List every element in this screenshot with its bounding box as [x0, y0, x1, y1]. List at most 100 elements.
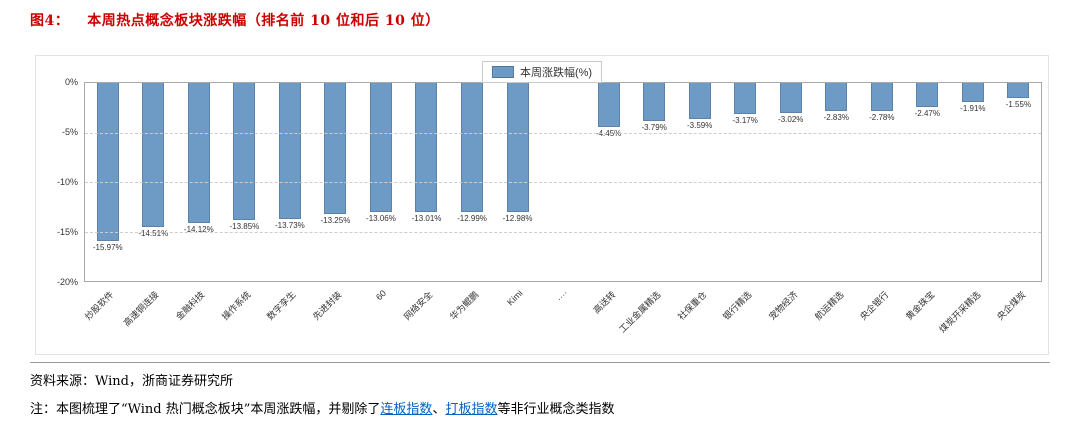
- x-category-label: 黄金珠宝: [903, 289, 937, 322]
- bar: [734, 83, 757, 115]
- bar: [870, 83, 893, 111]
- gridline: [85, 132, 1041, 134]
- bar-slot: -14.51%: [131, 83, 177, 281]
- bar-slot: -14.12%: [176, 83, 222, 281]
- bar-slot: -3.02%: [768, 83, 814, 281]
- bar: [961, 83, 984, 102]
- figure-title: 本周热点概念板块涨跌幅（排名前 10 位和后 10 位）: [87, 13, 440, 29]
- x-category-label: 航运精选: [812, 289, 846, 322]
- note-text-suffix: 等非行业概念类指数: [497, 402, 615, 417]
- y-tick-label: -15%: [56, 227, 78, 237]
- bar: [187, 83, 210, 223]
- bar-value-label: -3.02%: [778, 114, 804, 124]
- bar-value-label: -13.06%: [366, 214, 396, 224]
- figure-header: 图4： 本周热点概念板块涨跌幅（排名前 10 位和后 10 位）: [30, 10, 440, 30]
- bar-value-label: -14.12%: [183, 224, 214, 234]
- figure-label: 图4：: [30, 13, 70, 29]
- bar-value-label: -13.85%: [229, 222, 260, 232]
- x-category-label: 银行精选: [721, 289, 754, 322]
- bar-slot: -13.06%: [358, 83, 404, 281]
- y-tick-label: -10%: [56, 177, 78, 187]
- x-category-label: 高速铜连接: [122, 289, 161, 329]
- chart-legend: 本周涨跌幅(%): [481, 61, 603, 83]
- bar: [415, 83, 438, 212]
- bar-slot: -13.73%: [267, 83, 313, 281]
- bars-container: -15.97% -14.51% -14.12% -13.85% -13.73% -13.2…: [85, 83, 1041, 281]
- bar-slot: -3.79%: [631, 83, 677, 281]
- bar-slot: -12.98%: [495, 83, 541, 281]
- x-category-label: 央企煤炭: [995, 289, 1028, 322]
- bar-value-label: -3.59%: [686, 120, 713, 130]
- legend-label: 本周涨跌幅(%): [519, 67, 593, 79]
- bar-value-label: -12.98%: [502, 213, 533, 223]
- bar: [825, 83, 848, 112]
- bar-chart: 本周涨跌幅(%) 0% -5% -10% -15% -20% -15.97% -14.51…: [35, 55, 1049, 355]
- x-category-label: 央企银行: [858, 289, 891, 322]
- x-category-label: 数字孪生: [265, 289, 298, 322]
- bar: [643, 83, 666, 121]
- bar-value-label: -4.45%: [595, 129, 622, 139]
- bar: [506, 83, 529, 212]
- bar-slot: -15.97%: [85, 83, 131, 281]
- bar-value-label: -3.17%: [732, 116, 758, 126]
- bar: [688, 83, 711, 119]
- bar-slot: -4.45%: [586, 83, 632, 281]
- x-category-label: 60: [373, 288, 388, 303]
- x-category-label: ····: [554, 288, 571, 304]
- bar-value-label: -2.78%: [869, 112, 895, 122]
- gridline: [85, 231, 1041, 233]
- x-category-label: 金融科技: [173, 289, 207, 322]
- bar-value-label: -1.91%: [960, 103, 986, 113]
- bar-slot: -13.01%: [404, 83, 450, 281]
- x-category-label: 煤炭开采精选: [936, 289, 983, 335]
- bar: [779, 83, 802, 113]
- x-category-label: 宠物经济: [767, 289, 800, 322]
- bar-slot: -1.55%: [996, 83, 1042, 281]
- figure-note: 注：本图梳理了“Wind 热门概念板块”本周涨跌幅，并剔除了连板指数、打板指数等…: [30, 398, 614, 417]
- bar-value-label: -14.51%: [138, 228, 169, 238]
- bar-slot: -3.17%: [722, 83, 768, 281]
- bar-slot: -2.47%: [905, 83, 951, 281]
- bar: [324, 83, 347, 215]
- lianban-index-link[interactable]: 连板指数: [380, 402, 433, 417]
- y-tick-label: -5%: [61, 127, 78, 137]
- bar: [916, 83, 939, 108]
- note-separator: 、: [432, 402, 446, 417]
- x-category-label: 高送转: [590, 289, 618, 316]
- legend-swatch-icon: [491, 66, 514, 78]
- bar-slot: -12.99%: [449, 83, 495, 281]
- x-category-label: 华为鲲鹏: [447, 289, 481, 322]
- bar-slot: -2.83%: [814, 83, 860, 281]
- bar: [597, 83, 620, 128]
- x-category-label: 社保重仓: [675, 289, 709, 322]
- y-tick-label: -20%: [56, 277, 78, 287]
- x-category-label: 工业金属精选: [617, 289, 663, 335]
- daban-index-link[interactable]: 打板指数: [445, 402, 498, 417]
- bar-value-label: -13.73%: [274, 220, 305, 230]
- source-line: 资料来源：Wind，浙商证券研究所: [30, 374, 233, 389]
- x-category-label: 操作系统: [219, 289, 253, 322]
- bar-slot: -2.78%: [859, 83, 905, 281]
- x-category-label: Kimi: [505, 288, 525, 308]
- bar: [461, 83, 484, 212]
- bar: [1007, 83, 1030, 99]
- bar-slot: -3.59%: [677, 83, 723, 281]
- bar-value-label: -13.01%: [411, 213, 442, 223]
- bar-slot: -1.91%: [950, 83, 996, 281]
- x-category-label: 网络安全: [402, 289, 435, 322]
- bar: [142, 83, 165, 227]
- x-category-label: 先进封装: [310, 289, 344, 322]
- bar: [278, 83, 301, 219]
- x-axis-labels: 炒股软件 高速铜连接 金融科技 操作系统 数字孪生 先进封装 60 网络安全 华为鲲鹏 Kimi ·…: [82, 286, 1042, 350]
- note-text-prefix: 注：本图梳理了“Wind 热门概念板块”本周涨跌幅，并剔除了: [30, 402, 381, 417]
- footer-divider: [30, 362, 1050, 363]
- y-tick-label: 0%: [64, 77, 78, 87]
- plot-row: 0% -5% -10% -15% -20% -15.97% -14.51% -14.12% -…: [44, 77, 1042, 287]
- gridline: [85, 182, 1041, 183]
- bar: [233, 83, 256, 221]
- x-category-label: 炒股软件: [82, 289, 116, 322]
- bar: [96, 83, 119, 242]
- bar: [369, 83, 392, 213]
- y-axis: 0% -5% -10% -15% -20%: [44, 77, 84, 287]
